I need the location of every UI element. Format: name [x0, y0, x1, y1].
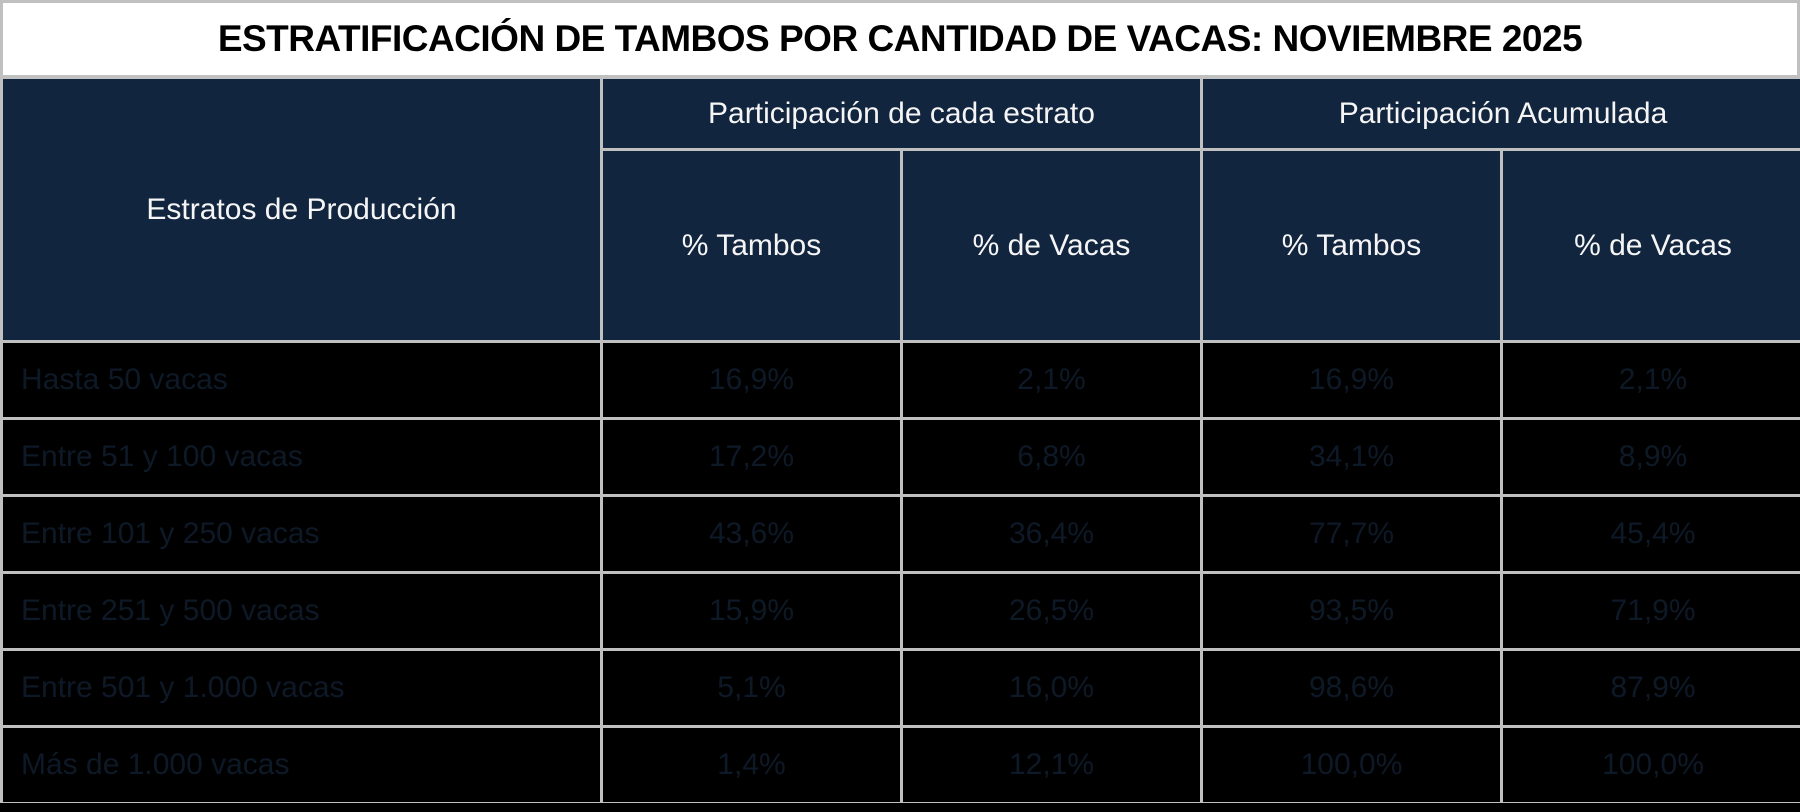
- table-cell: 16,9%: [1203, 343, 1500, 417]
- table-cell: 16,9%: [603, 343, 900, 417]
- table-cell: 2,1%: [903, 343, 1200, 417]
- table-cell: 77,7%: [1203, 497, 1500, 571]
- table-cell: 26,5%: [903, 574, 1200, 648]
- row-label: Entre 501 y 1.000 vacas: [3, 651, 600, 725]
- table-cell: 16,0%: [903, 651, 1200, 725]
- sub-header-vacas-acumulada: % de Vacas: [1503, 151, 1800, 340]
- table-cell: 5,1%: [603, 651, 900, 725]
- bottom-border: [0, 803, 1800, 812]
- table-cell: 93,5%: [1203, 574, 1500, 648]
- row-label: Entre 251 y 500 vacas: [3, 574, 600, 648]
- table-cell: 12,1%: [903, 728, 1200, 802]
- table-cell: 8,9%: [1503, 420, 1800, 494]
- sub-header-tambos-estrato: % Tambos: [603, 151, 900, 340]
- table-cell: 71,9%: [1503, 574, 1800, 648]
- group-header-participacion-estrato: Participación de cada estrato: [603, 79, 1200, 148]
- table-cell: 98,6%: [1203, 651, 1500, 725]
- sub-header-vacas-estrato: % de Vacas: [903, 151, 1200, 340]
- row-label: Más de 1.000 vacas: [3, 728, 600, 802]
- table-cell: 45,4%: [1503, 497, 1800, 571]
- table-cell: 2,1%: [1503, 343, 1800, 417]
- table-cell: 100,0%: [1203, 728, 1500, 802]
- row-label: Entre 101 y 250 vacas: [3, 497, 600, 571]
- table-cell: 15,9%: [603, 574, 900, 648]
- table-cell: 100,0%: [1503, 728, 1800, 802]
- table-cell: 1,4%: [603, 728, 900, 802]
- table-cell: 36,4%: [903, 497, 1200, 571]
- row-label: Hasta 50 vacas: [3, 343, 600, 417]
- table-cell: 6,8%: [903, 420, 1200, 494]
- table-cell: 34,1%: [1203, 420, 1500, 494]
- table-title: ESTRATIFICACIÓN DE TAMBOS POR CANTIDAD D…: [217, 18, 1583, 59]
- row-label: Entre 51 y 100 vacas: [3, 420, 600, 494]
- sub-header-tambos-acumulada: % Tambos: [1203, 151, 1500, 340]
- stratification-table: Estratos de Producción Participación de …: [3, 79, 1800, 802]
- table-cell: 17,2%: [603, 420, 900, 494]
- table-cell: 87,9%: [1503, 651, 1800, 725]
- table-cell: 43,6%: [603, 497, 900, 571]
- column-header-estratos: Estratos de Producción: [3, 79, 600, 340]
- group-header-participacion-acumulada: Participación Acumulada: [1203, 79, 1800, 148]
- table-title-bar: ESTRATIFICACIÓN DE TAMBOS POR CANTIDAD D…: [3, 3, 1797, 75]
